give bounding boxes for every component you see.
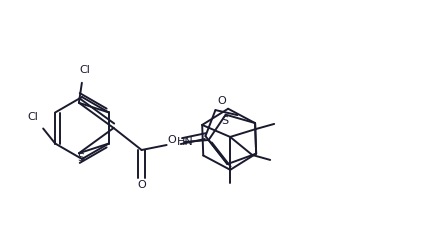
Text: S: S bbox=[221, 116, 228, 126]
Text: O: O bbox=[137, 180, 146, 190]
Text: Cl: Cl bbox=[28, 113, 38, 123]
Text: HN: HN bbox=[177, 137, 194, 147]
Text: O: O bbox=[217, 96, 226, 106]
Text: O: O bbox=[168, 135, 176, 145]
Text: Cl: Cl bbox=[79, 65, 90, 75]
Text: S: S bbox=[77, 153, 84, 163]
